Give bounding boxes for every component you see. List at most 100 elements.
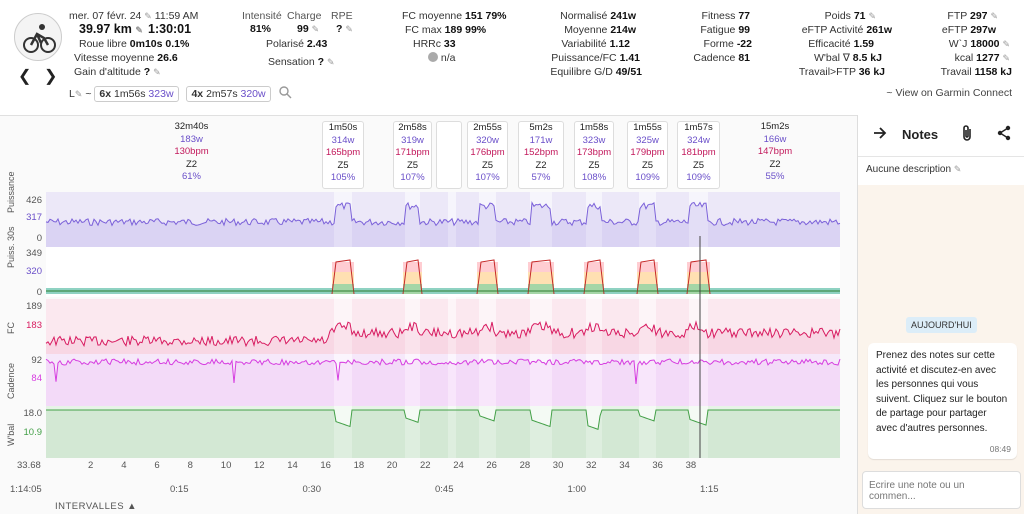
interval-power: 166w — [763, 133, 787, 145]
sensation[interactable]: Sensation ? ✎ — [268, 56, 335, 68]
ftp[interactable]: FTP 297 ✎ — [947, 10, 998, 22]
puiss30-tick-mid: 320 — [26, 266, 42, 277]
variabilite: Variabilité 1.12 — [561, 38, 630, 50]
interval-zone: Z2 — [535, 159, 547, 171]
interval-pct: 107% — [400, 172, 425, 183]
interval-summary[interactable]: 1m55s 325w 179bpm Z5 109% — [627, 121, 668, 189]
edit-icon[interactable]: ✎ — [311, 24, 320, 34]
kcal[interactable]: kcal 1277 ✎ — [954, 52, 1010, 64]
activity-chart[interactable]: 32m40s 183w 130bpm Z2 61% 1m50s 314w 165bpm Z5 10… — [0, 115, 857, 514]
hrrc-na: n/a — [428, 52, 456, 64]
interval-hr: 165bpm — [325, 147, 361, 158]
interval-time: 1m58s — [579, 122, 609, 133]
cadence-line-fill — [46, 359, 840, 406]
interval-pct: 108% — [581, 172, 607, 183]
interval-summary[interactable]: 2m55s 320w 176bpm Z5 107% — [467, 121, 508, 189]
notes-header: Notes — [858, 115, 1024, 157]
interval-time: 5m2s — [529, 122, 553, 133]
share-icon[interactable] — [996, 125, 1012, 146]
edit-icon[interactable]: ✎ — [74, 89, 83, 99]
edit-icon[interactable]: ✎ — [990, 11, 998, 21]
note-input[interactable]: Ecrire une note ou un commen... — [862, 471, 1021, 509]
distance: 39.97 km ✎ — [79, 22, 143, 36]
intervals-toggle-button[interactable]: INTERVALLES ▲ — [55, 501, 138, 512]
wj[interactable]: W`J 18000 ✎ — [948, 38, 1010, 50]
activity-chart-svg[interactable] — [0, 116, 857, 514]
equilibre: Equilibre G/D 49/51 — [550, 66, 642, 78]
puiss30-z5 — [637, 262, 658, 272]
km-tick: 24 — [453, 460, 464, 471]
activity-description[interactable]: Aucune description ✎ — [858, 157, 1024, 185]
laps-prefix: L — [69, 88, 75, 100]
edit-icon[interactable]: ✎ — [868, 11, 876, 21]
activity-date[interactable]: mer. 07 févr. 24 ✎ 11:59 AM — [69, 10, 199, 22]
wbal-tick-top: 18.0 — [23, 408, 43, 419]
puiss30-z4 — [584, 272, 604, 284]
edit-icon[interactable]: ✎ — [153, 67, 161, 77]
lap-group-2[interactable]: 4x 2m57s 320w — [186, 86, 271, 102]
rpe-value[interactable]: ? ✎ — [336, 23, 353, 35]
time-tick: 1:00 — [567, 484, 587, 495]
interval-summary[interactable]: 32m40s 183w 130bpm Z2 61% — [150, 121, 233, 189]
notes-title: Notes — [902, 127, 939, 142]
interval-time: 15m2s — [760, 121, 790, 132]
laps-bar: L✎ ~ 6x 1m56s 323w 4x 2m57s 320w — [69, 86, 292, 102]
interval-summary[interactable] — [436, 121, 462, 189]
wbal-line-fill — [46, 410, 840, 458]
interval-highlight — [639, 192, 656, 458]
interval-summary[interactable]: 1m50s 314w 165bpm Z5 105% — [322, 121, 364, 189]
puiss30-z2 — [528, 284, 554, 294]
km-tick: 6 — [154, 460, 160, 471]
interval-hr: 130bpm — [174, 146, 209, 157]
interval-zone: Z2 — [185, 158, 198, 170]
interval-zone: Z5 — [588, 159, 600, 171]
garmin-connect-link[interactable]: ~ View on Garmin Connect — [886, 87, 1012, 99]
km-tick: 12 — [254, 460, 265, 471]
interval-summary[interactable]: 5m2s 171w 152bpm Z2 57% — [518, 121, 564, 189]
edit-icon[interactable]: ✎ — [1002, 53, 1010, 63]
puissance-axis-label: Puissance — [6, 171, 16, 213]
km-tick: 16 — [320, 460, 331, 471]
puiss30-outline — [527, 259, 555, 295]
charge-value[interactable]: 99 ✎ — [297, 23, 320, 35]
edit-icon[interactable]: ✎ — [345, 24, 353, 34]
interval-power: 324w — [687, 134, 710, 146]
edit-icon[interactable]: ✎ — [953, 164, 962, 174]
edit-icon[interactable]: ✎ — [135, 25, 143, 35]
km-tick: 2 — [88, 460, 94, 471]
puiss30-outline — [331, 259, 355, 295]
power-line-fill — [46, 202, 840, 247]
puiss30-z4 — [637, 272, 658, 284]
search-icon[interactable] — [278, 86, 292, 102]
eftp-activite: eFTP Activité 261w — [801, 24, 892, 36]
interval-time: 2m58s — [398, 122, 427, 133]
interval-zone: Z2 — [769, 158, 781, 170]
fc-tick-top: 189 — [26, 301, 42, 312]
wbal-tick-mid: 10.9 — [23, 427, 43, 438]
next-activity-button[interactable]: ❯ — [44, 68, 58, 85]
interval-summary[interactable]: 1m57s 324w 181bpm Z5 109% — [677, 121, 720, 189]
interval-summary[interactable]: 1m58s 323w 173bpm Z5 108% — [574, 121, 614, 189]
lap-group-1[interactable]: 6x 1m56s 323w — [94, 86, 179, 102]
interval-pct: 55% — [765, 171, 785, 182]
interval-hr: 152bpm — [523, 147, 559, 158]
interval-highlight — [405, 192, 420, 458]
interval-hr: 176bpm — [470, 147, 505, 158]
interval-summary[interactable]: 2m58s 319w 171bpm Z5 107% — [393, 121, 432, 189]
edit-icon[interactable]: ✎ — [326, 57, 335, 67]
prev-activity-button[interactable]: ❮ — [18, 68, 32, 85]
edit-icon[interactable]: ✎ — [144, 11, 152, 21]
interval-highlight — [689, 192, 708, 458]
poids[interactable]: Poids 71 ✎ — [824, 10, 876, 22]
edit-icon[interactable]: ✎ — [1002, 39, 1010, 49]
interval-summary[interactable]: 15m2s 166w 147bpm Z2 55% — [730, 121, 820, 189]
interval-power: 314w — [331, 134, 355, 146]
arrow-right-icon[interactable] — [872, 125, 888, 146]
info-icon[interactable] — [428, 52, 438, 62]
puiss30-z5 — [332, 262, 354, 272]
interval-zone: Z5 — [481, 159, 494, 171]
attachment-icon[interactable] — [960, 124, 974, 147]
interval-pct: 109% — [635, 172, 660, 183]
interval-power: 325w — [636, 134, 659, 146]
interval-hr: 179bpm — [630, 147, 665, 158]
